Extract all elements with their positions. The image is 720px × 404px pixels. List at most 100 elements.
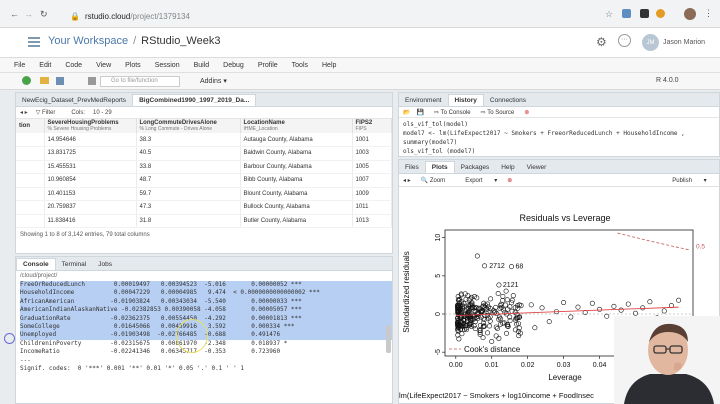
table-row[interactable]: 11.838416 31.8 Butler County, Alabama 1013: [16, 214, 392, 228]
menu-file[interactable]: File: [14, 61, 26, 69]
print-icon[interactable]: [88, 77, 96, 85]
tab-environment[interactable]: Environment: [405, 97, 442, 104]
to-source-button[interactable]: ⇨ To Source: [480, 109, 515, 116]
menu-help[interactable]: Help: [322, 61, 337, 69]
back-icon[interactable]: ←: [10, 9, 19, 19]
tab-packages[interactable]: Packages: [460, 164, 490, 171]
menu-debug[interactable]: Debug: [223, 61, 244, 69]
export-button[interactable]: Export ▾: [465, 177, 498, 184]
extension-icon[interactable]: [640, 9, 649, 18]
cols-range[interactable]: 10 - 29: [93, 109, 112, 116]
data-point: [532, 325, 538, 331]
hamburger-menu-icon[interactable]: [28, 37, 40, 47]
column-header[interactable]: tion: [16, 119, 45, 133]
menu-build[interactable]: Build: [193, 61, 210, 69]
table-row[interactable]: 10.401153 59.7 Blount County, Alabama 1009: [16, 187, 392, 201]
tab-console[interactable]: Console: [16, 258, 56, 270]
menu-edit[interactable]: Edit: [39, 61, 52, 69]
data-point: [464, 313, 470, 319]
column-header[interactable]: LocationName IHME_Location: [240, 119, 353, 133]
table-row[interactable]: 10.960854 48.7 Bibb County, Alabama 1007: [16, 173, 392, 188]
extension-icon[interactable]: [656, 9, 665, 18]
data-point: [487, 308, 493, 314]
user-menu[interactable]: JM Jason Marion: [642, 34, 705, 51]
tab-viewer[interactable]: Viewer: [526, 164, 547, 171]
data-point: [491, 310, 497, 316]
column-header[interactable]: FIPS2 FIPS: [352, 119, 392, 133]
data-point: [463, 307, 469, 313]
gear-icon[interactable]: ⚙: [596, 35, 607, 49]
data-point: [463, 325, 469, 331]
delete-icon[interactable]: ⊗: [507, 177, 513, 184]
save-icon[interactable]: 💾: [416, 109, 424, 116]
column-header[interactable]: SevereHousingProblems% Severe Housing Pr…: [44, 119, 137, 133]
data-point: [474, 295, 480, 301]
to-console-button[interactable]: ⇨ To Console: [433, 109, 471, 116]
back-arrow-icon[interactable]: ◂ ▸: [403, 177, 411, 184]
back-icon[interactable]: ◂ ▸: [20, 110, 28, 116]
publish-button[interactable]: Publish ▾: [672, 177, 707, 184]
addins-button[interactable]: Addins ▾: [200, 78, 227, 85]
tab-jobs[interactable]: Jobs: [98, 261, 112, 268]
presenter-video: [614, 316, 720, 404]
address-field[interactable]: 🔒 rstudio.cloud/project/1379134: [70, 12, 190, 21]
history-line[interactable]: summary(model7): [403, 139, 458, 146]
data-point: [625, 301, 631, 307]
goto-file-input[interactable]: Go to file/function: [100, 75, 180, 87]
forward-icon[interactable]: →: [24, 9, 33, 19]
tab-connections[interactable]: Connections: [489, 97, 527, 104]
reload-icon[interactable]: ↻: [40, 9, 48, 19]
point-label: 2121: [503, 282, 519, 289]
new-file-icon[interactable]: [22, 76, 31, 85]
menu-tools[interactable]: Tools: [291, 61, 308, 69]
data-point: [496, 335, 502, 341]
workspace-link[interactable]: Your Workspace: [48, 35, 129, 47]
table-row[interactable]: 14.954646 38.3 Autauga County, Alabama 1001: [16, 133, 392, 147]
column-header[interactable]: LongCommuteDrivesAlone% Long Commute - D…: [136, 119, 241, 133]
menu-plots[interactable]: Plots: [125, 61, 141, 69]
menu-code[interactable]: Code: [65, 61, 83, 69]
save-icon[interactable]: [56, 77, 64, 85]
star-icon[interactable]: ☆: [605, 9, 614, 19]
history-line[interactable]: ols_vif_tol(model): [403, 121, 469, 128]
tab-history[interactable]: History: [447, 94, 484, 106]
menu-profile[interactable]: Profile: [257, 61, 278, 69]
open-file-icon[interactable]: [40, 77, 49, 84]
extension-icon[interactable]: [622, 9, 631, 18]
table-row[interactable]: 20.759837 47.3 Bullock County, Alabama 1011: [16, 200, 392, 215]
data-point: [507, 314, 513, 320]
table-row[interactable]: 15.455531 33.8 Barbour County, Alabama 1005: [16, 160, 392, 174]
data-point: [611, 303, 617, 309]
menu-session[interactable]: Session: [154, 61, 180, 69]
x-tick-label: 0.00: [449, 362, 463, 369]
more-icon[interactable]: ···: [618, 34, 631, 47]
url-path: /project/1379134: [130, 12, 190, 21]
browser-menu-icon[interactable]: ⋮: [704, 8, 713, 18]
data-point: [505, 322, 511, 328]
history-list[interactable]: ols_vif_tol(model) model7 <- lm(LifeExpec…: [399, 118, 719, 158]
data-point: [528, 302, 534, 308]
table-row[interactable]: 13.831725 40.5 Baldwin County, Alabama 1003: [16, 146, 392, 161]
column-name: SevereHousingProblems: [47, 120, 119, 126]
cooks-level-label: 0.5: [696, 243, 705, 250]
profile-avatar[interactable]: [684, 8, 696, 20]
column-subtitle: % Severe Housing Problems: [47, 126, 112, 132]
delete-icon[interactable]: ⊗: [524, 109, 530, 116]
filter-button[interactable]: ▽ Filter: [35, 110, 56, 116]
table-cell: 1007: [352, 173, 392, 188]
history-line[interactable]: model7 <- lm(LifeExpect2017 ~ Smokers + …: [403, 130, 685, 137]
addins-label: Addins: [200, 78, 222, 85]
zoom-button[interactable]: 🔍 Zoom: [420, 177, 446, 184]
history-line[interactable]: ols_vif_tol (model7): [403, 148, 476, 155]
legend-label: Cook's distance: [464, 345, 521, 354]
tab-newecig-dataset[interactable]: NewEcig_Dataset_PrevMedReports: [22, 97, 127, 104]
tab-plots[interactable]: Plots: [424, 161, 455, 173]
table-cell: [16, 160, 45, 174]
load-icon[interactable]: 📂: [403, 109, 411, 116]
tab-files[interactable]: Files: [405, 164, 419, 171]
tab-bigcombined[interactable]: BigCombined1990_1997_2019_Da...: [132, 94, 257, 106]
menu-view[interactable]: View: [96, 61, 112, 69]
scrollbar[interactable]: [386, 325, 391, 353]
tab-terminal[interactable]: Terminal: [61, 261, 87, 268]
tab-help[interactable]: Help: [501, 164, 515, 171]
